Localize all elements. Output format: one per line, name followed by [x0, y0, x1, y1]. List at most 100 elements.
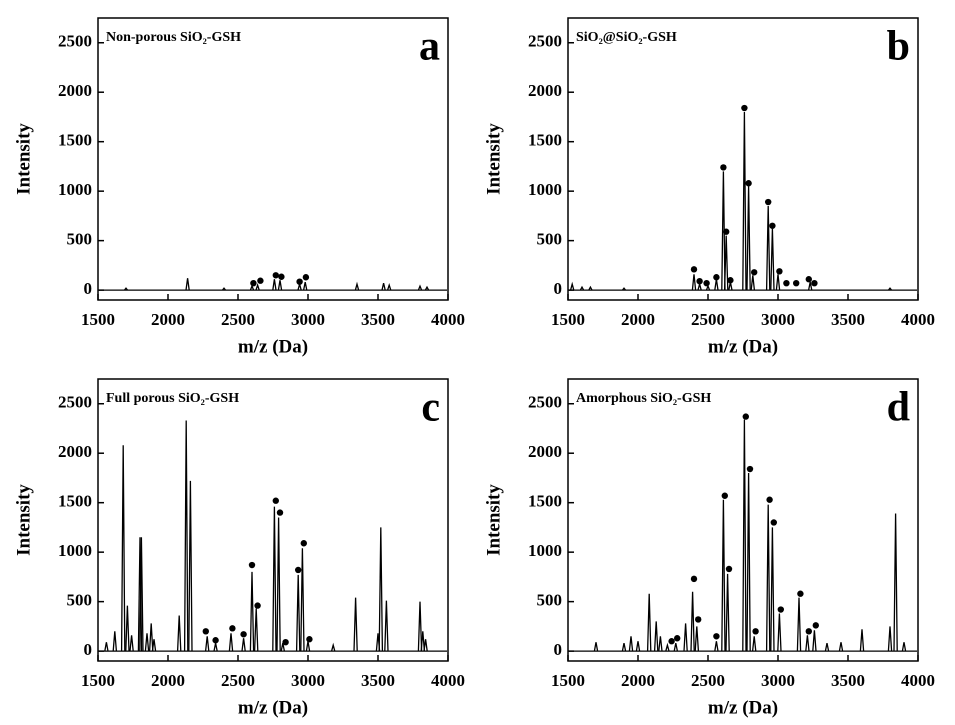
peak-marker: [723, 228, 730, 235]
peak: [805, 635, 810, 652]
plot-frame: [97, 378, 449, 662]
panel: 0 500 1000 1500 2000 2500 1500 2000 2500 3000 3500…: [483, 378, 935, 718]
peak: [151, 639, 157, 652]
peak: [646, 593, 652, 652]
peak: [770, 228, 775, 291]
y-tick-label: 2500: [58, 32, 92, 51]
peak-marker: [668, 638, 675, 645]
peak: [386, 283, 392, 291]
peak-marker: [811, 279, 818, 287]
peak: [120, 445, 126, 652]
y-tick-label: 2500: [58, 393, 92, 412]
panel-letter: c: [421, 385, 440, 431]
y-tick-label: 0: [84, 279, 93, 298]
peak-marker: [276, 509, 284, 516]
peak: [213, 643, 218, 652]
x-tick-label: 1500: [551, 310, 585, 329]
x-tick-label: 3500: [361, 671, 395, 690]
y-tick-label: 2000: [528, 81, 562, 100]
panel-title: Non-porous SiO₂-GSH: [106, 30, 241, 45]
peak: [653, 621, 659, 652]
peak: [579, 285, 585, 291]
x-tick-label: 3000: [291, 310, 325, 329]
peak: [272, 506, 277, 652]
peak: [144, 633, 150, 652]
x-tick-label: 2000: [151, 310, 185, 329]
peak-marker: [805, 276, 812, 283]
peak: [658, 636, 663, 652]
peak: [253, 608, 259, 652]
x-tick-label: 2000: [151, 671, 185, 690]
peak-marker: [306, 636, 313, 643]
peak: [721, 499, 726, 652]
peak-marker: [721, 492, 728, 499]
peak: [221, 287, 227, 291]
x-tick-label: 4000: [901, 310, 935, 329]
peak-marker: [278, 273, 285, 280]
y-tick-label: 1500: [528, 131, 562, 150]
peak-marker: [742, 413, 749, 420]
peak-marker: [257, 277, 264, 284]
peak: [302, 282, 308, 291]
peak: [838, 642, 844, 652]
x-tick-label: 4000: [901, 671, 935, 690]
peak-marker: [725, 565, 733, 573]
peak-marker: [783, 279, 790, 287]
panel-letter: d: [887, 385, 910, 431]
y-axis-label: Intensity: [13, 484, 34, 556]
peak-marker: [248, 561, 256, 569]
panel-letter: a: [419, 24, 440, 70]
y-tick-label: 1500: [58, 492, 92, 511]
peak-marker: [703, 279, 710, 287]
y-tick-label: 1000: [58, 541, 92, 560]
y-tick-label: 1000: [528, 180, 562, 199]
x-tick-label: 2000: [621, 671, 655, 690]
panel: 0 500 1000 1500 2000 2500 1500 2000 2500 3000 3500…: [13, 378, 465, 718]
x-tick-label: 3000: [291, 671, 325, 690]
peak: [249, 571, 255, 652]
peak-marker: [302, 274, 310, 281]
y-tick-label: 500: [67, 230, 93, 249]
peak: [295, 574, 301, 652]
peak: [742, 111, 747, 291]
peak: [330, 642, 336, 652]
peak-marker: [805, 628, 812, 635]
peak: [750, 275, 756, 291]
y-axis-label: Intensity: [483, 484, 504, 556]
peak: [796, 597, 802, 652]
peak: [384, 600, 389, 652]
x-tick-label: 4000: [431, 671, 465, 690]
plot-frame: [97, 17, 449, 301]
peak: [297, 281, 302, 291]
peak: [137, 537, 143, 652]
peak: [129, 635, 134, 652]
peak-marker: [695, 616, 702, 623]
y-tick-label: 0: [554, 279, 563, 298]
peak: [621, 287, 627, 291]
y-tick-label: 1500: [58, 131, 92, 150]
peak: [723, 235, 729, 291]
y-tick-label: 2000: [528, 442, 562, 461]
peak-marker: [202, 628, 209, 635]
x-tick-label: 2500: [691, 310, 725, 329]
peak: [765, 504, 771, 652]
peak: [777, 613, 782, 652]
peak-marker: [765, 198, 772, 206]
y-tick-label: 500: [537, 230, 563, 249]
peak: [725, 573, 730, 652]
peak: [381, 283, 386, 291]
plot-frame: [567, 17, 919, 301]
panel: 0 500 1000 1500 2000 2500 1500 2000 2500 3000 3500…: [13, 17, 465, 357]
x-tick-label: 4000: [431, 310, 465, 329]
peak-marker: [272, 272, 279, 279]
peak: [417, 284, 423, 291]
peak-marker: [713, 633, 720, 640]
peak: [125, 605, 130, 652]
plot-frame: [567, 378, 919, 662]
peak: [241, 638, 246, 652]
x-tick-label: 2000: [621, 310, 655, 329]
x-axis-label: m/z (Da): [708, 336, 778, 357]
panel-letter: b: [887, 24, 910, 70]
peak-marker: [713, 274, 720, 281]
